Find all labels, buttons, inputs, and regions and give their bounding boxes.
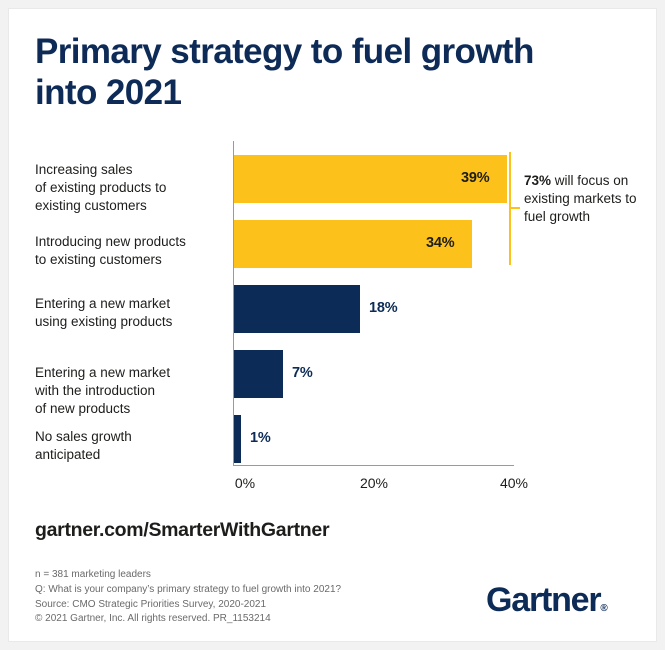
- category-label-line: Entering a new market: [35, 365, 171, 380]
- category-label-line: with the introduction: [35, 382, 156, 398]
- gartner-logo: Gartner®: [486, 581, 608, 620]
- bar-value-3: 18%: [369, 300, 398, 316]
- footer-url[interactable]: gartner.com/SmarterWithGartner: [35, 519, 330, 541]
- gartner-logo-text: Gartner: [486, 581, 602, 619]
- x-axis-line: [233, 465, 514, 466]
- bar-value-4: 7%: [292, 365, 313, 381]
- category-label-4: Entering a new market with the introducti…: [35, 364, 235, 417]
- bar-value-5: 1%: [250, 430, 271, 446]
- footnote-line-3: Source: CMO Strategic Priorities Survey,…: [35, 598, 267, 610]
- footnote-line-2: Q: What is your company’s primary strate…: [35, 583, 342, 595]
- infographic-card: Primary strategy to fuel growth into 202…: [8, 8, 657, 642]
- category-label-3: Entering a new market using existing prod…: [35, 295, 235, 331]
- category-label-line: existing customers: [35, 197, 147, 213]
- bar-5: [234, 415, 241, 463]
- category-label-line: using existing products: [35, 313, 173, 329]
- category-label-line: Introducing new products: [35, 234, 186, 249]
- category-label-2: Introducing new products to existing cust…: [35, 233, 235, 269]
- category-label-5: No sales growth anticipated: [35, 428, 235, 464]
- bar-3: [234, 285, 360, 333]
- bar-chart: 39% Increasing sales of existing products …: [9, 9, 658, 643]
- bar-value-1: 39%: [461, 170, 490, 186]
- annotation-rest: will focus on existing markets to fuel g…: [524, 173, 637, 225]
- y-axis-line: [233, 141, 234, 466]
- category-label-line: to existing customers: [35, 251, 162, 267]
- category-label-line: No sales growth: [35, 429, 132, 444]
- footnote-line-1: n = 381 marketing leaders: [35, 569, 151, 580]
- category-label-line: Entering a new market: [35, 296, 171, 311]
- footnote-line-4: © 2021 Gartner, Inc. All rights reserved…: [35, 613, 271, 625]
- x-tick-label-0pct: 0%: [234, 475, 256, 491]
- bar-4: [234, 350, 283, 398]
- page-title: Primary strategy to fuel growth into 202…: [35, 32, 534, 113]
- footnotes: n = 381 marketing leaders Q: What is your…: [35, 568, 341, 627]
- annotation-text: 73% will focus on existing markets to fu…: [524, 172, 644, 227]
- x-tick-label-20pct: 20%: [359, 475, 389, 491]
- annotation-highlight: 73%: [524, 173, 552, 188]
- x-tick-label-40pct: 40%: [499, 475, 529, 491]
- registered-mark-icon: ®: [600, 603, 608, 614]
- category-label-line: of existing products to: [35, 179, 167, 195]
- annotation-bracket-tick: [509, 207, 520, 209]
- category-label-line: of new products: [35, 400, 131, 416]
- bar-1: [234, 155, 507, 203]
- bar-2: [234, 220, 472, 268]
- bar-value-2: 34%: [426, 235, 455, 251]
- category-label-line: Increasing sales: [35, 162, 133, 177]
- category-label-1: Increasing sales of existing products to e…: [35, 161, 235, 214]
- category-label-line: anticipated: [35, 446, 101, 462]
